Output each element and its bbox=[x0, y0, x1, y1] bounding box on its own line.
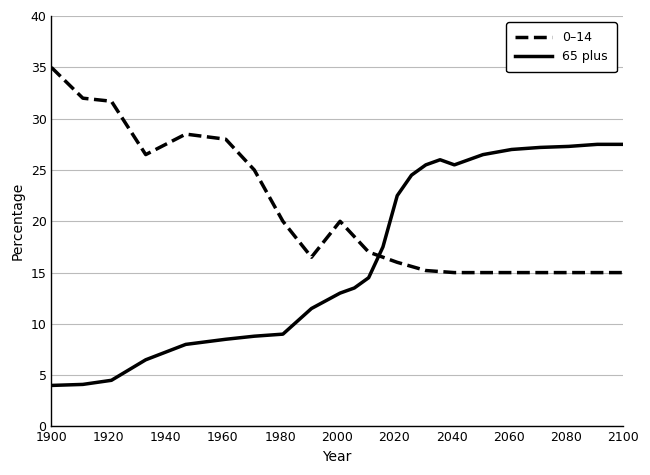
65 plus bbox=[565, 143, 573, 149]
0–14 bbox=[279, 218, 287, 224]
65 plus bbox=[47, 382, 55, 388]
0–14 bbox=[422, 268, 430, 274]
65 plus bbox=[436, 157, 444, 162]
65 plus bbox=[182, 342, 190, 347]
0–14 bbox=[250, 167, 258, 173]
65 plus bbox=[142, 357, 150, 362]
0–14 bbox=[365, 249, 372, 255]
65 plus bbox=[508, 147, 515, 152]
65 plus bbox=[222, 336, 229, 342]
65 plus bbox=[279, 331, 287, 337]
0–14 bbox=[622, 270, 630, 275]
65 plus bbox=[450, 162, 458, 168]
65 plus bbox=[593, 142, 601, 147]
65 plus bbox=[465, 157, 473, 162]
0–14 bbox=[222, 136, 229, 142]
65 plus bbox=[536, 144, 544, 150]
0–14 bbox=[47, 65, 55, 70]
65 plus bbox=[379, 244, 387, 250]
0–14 bbox=[536, 270, 544, 275]
0–14 bbox=[565, 270, 573, 275]
Line: 0–14: 0–14 bbox=[51, 67, 626, 273]
0–14 bbox=[336, 218, 344, 224]
65 plus bbox=[350, 285, 358, 291]
0–14 bbox=[142, 152, 150, 157]
65 plus bbox=[365, 275, 372, 281]
65 plus bbox=[479, 152, 487, 157]
65 plus bbox=[307, 305, 315, 311]
Line: 65 plus: 65 plus bbox=[51, 144, 626, 385]
0–14 bbox=[107, 98, 115, 104]
65 plus bbox=[622, 142, 630, 147]
0–14 bbox=[393, 259, 401, 265]
65 plus bbox=[336, 290, 344, 296]
65 plus bbox=[107, 378, 115, 383]
0–14 bbox=[508, 270, 515, 275]
65 plus bbox=[408, 172, 415, 178]
Legend: 0–14, 65 plus: 0–14, 65 plus bbox=[506, 22, 617, 72]
Y-axis label: Percentage: Percentage bbox=[11, 182, 25, 260]
65 plus bbox=[79, 381, 86, 387]
65 plus bbox=[250, 333, 258, 339]
65 plus bbox=[393, 193, 401, 199]
0–14 bbox=[307, 254, 315, 260]
0–14 bbox=[182, 131, 190, 137]
0–14 bbox=[450, 270, 458, 275]
0–14 bbox=[593, 270, 601, 275]
0–14 bbox=[479, 270, 487, 275]
X-axis label: Year: Year bbox=[322, 450, 352, 464]
0–14 bbox=[79, 95, 86, 101]
65 plus bbox=[422, 162, 430, 168]
